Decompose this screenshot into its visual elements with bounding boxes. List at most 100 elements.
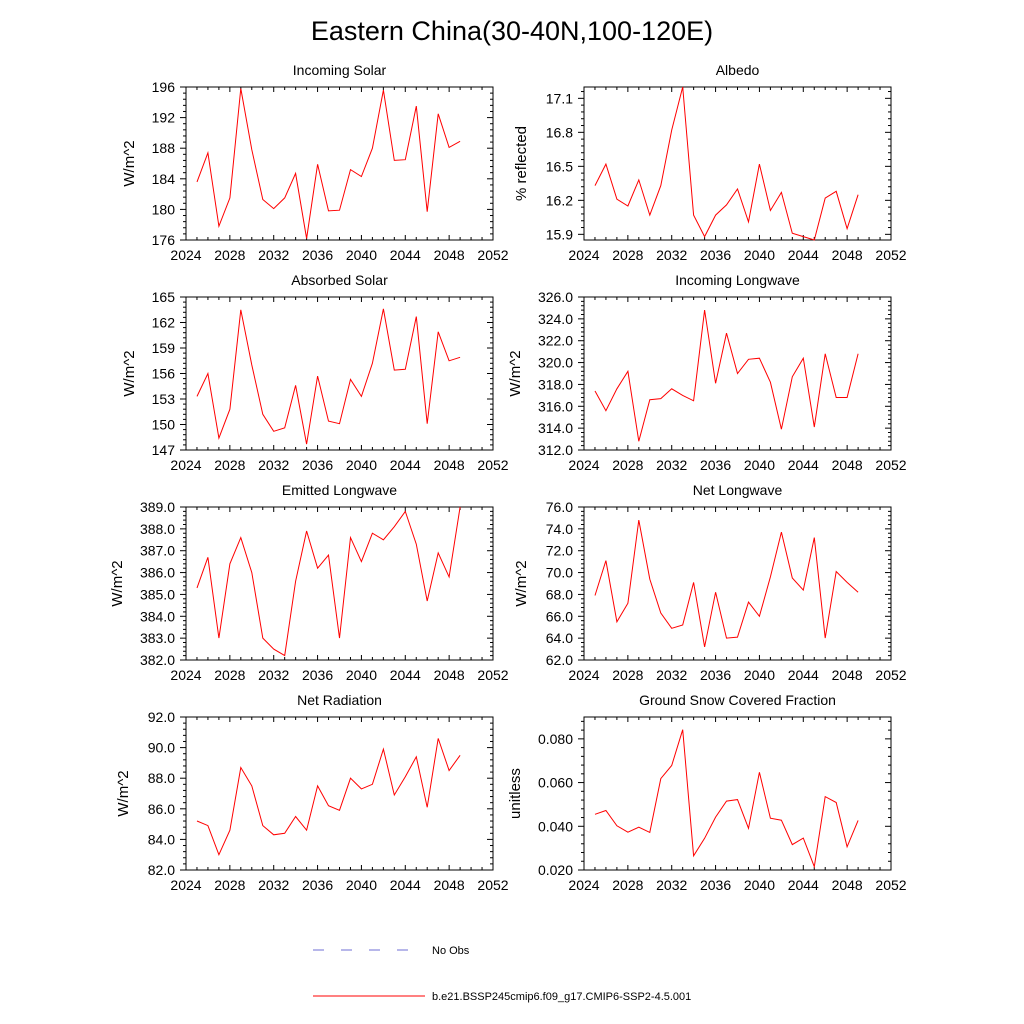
- y-tick-label: 387.0: [140, 543, 175, 559]
- series-line: [594, 310, 859, 442]
- y-axis-label: W/m^2: [121, 350, 138, 396]
- y-tick-label: 326.0: [538, 289, 573, 305]
- y-tick-label: 66.0: [546, 608, 573, 624]
- x-tick-label: 2044: [788, 457, 819, 473]
- y-axis-label: unitless: [507, 768, 524, 819]
- x-tick-label: 2044: [390, 247, 421, 263]
- x-tick-label: 2036: [700, 667, 731, 683]
- plot-frame: [185, 296, 494, 451]
- x-tick-label: 2024: [170, 247, 201, 263]
- x-tick-label: 2028: [214, 247, 245, 263]
- y-tick-label: 0.080: [538, 731, 573, 747]
- series-line: [196, 308, 461, 445]
- x-tick-label: 2040: [744, 457, 775, 473]
- chart-title: Ground Snow Covered Fraction: [639, 692, 836, 708]
- chart-title: Net Longwave: [693, 482, 783, 498]
- x-tick-label: 2040: [346, 667, 377, 683]
- chart-panel: Emitted Longwave 2024 2028 2032 2036 2040 2044…: [109, 482, 509, 683]
- y-tick-label: 382.0: [140, 652, 175, 668]
- y-tick-label: 15.9: [546, 226, 573, 242]
- x-tick-label: 2052: [875, 247, 906, 263]
- x-tick-label: 2044: [390, 877, 421, 893]
- y-tick-label: 16.5: [546, 158, 573, 174]
- x-tick-label: 2032: [258, 667, 289, 683]
- x-tick-label: 2028: [214, 457, 245, 473]
- x-tick-label: 2032: [258, 457, 289, 473]
- panel-grid: Incoming Solar 2024 2028 2032 2036 2040 2044 20…: [109, 62, 907, 893]
- x-tick-label: 2028: [214, 667, 245, 683]
- y-tick-label: 196: [152, 79, 176, 95]
- y-tick-label: 184: [152, 171, 176, 187]
- series-line: [594, 729, 859, 869]
- chart-panel: Net Radiation 2024 2028 2032 2036 2040 2044 204…: [115, 692, 509, 893]
- chart-title: Incoming Longwave: [675, 272, 800, 288]
- y-tick-label: 322.0: [538, 333, 573, 349]
- y-tick-label: 76.0: [546, 499, 573, 515]
- y-tick-label: 314.0: [538, 420, 573, 436]
- y-tick-label: 320.0: [538, 355, 573, 371]
- y-axis-label: W/m^2: [115, 770, 132, 816]
- y-tick-label: 0.040: [538, 818, 573, 834]
- y-tick-label: 86.0: [148, 801, 175, 817]
- x-tick-label: 2028: [612, 667, 643, 683]
- x-tick-label: 2028: [612, 247, 643, 263]
- y-tick-label: 384.0: [140, 608, 175, 624]
- y-tick-label: 150: [152, 417, 176, 433]
- y-tick-label: 192: [152, 110, 176, 126]
- series-line: [594, 520, 859, 647]
- chart-panel: Ground Snow Covered Fraction 2024 2028 2032…: [507, 692, 907, 893]
- chart-panel: Net Longwave 2024 2028 2032 2036 2040 2044 2048…: [513, 482, 907, 683]
- x-tick-label: 2052: [875, 877, 906, 893]
- y-axis-label: W/m^2: [513, 560, 530, 606]
- x-tick-label: 2024: [568, 247, 599, 263]
- x-tick-label: 2032: [258, 877, 289, 893]
- chart-panel: Incoming Solar 2024 2028 2032 2036 2040 2044 20…: [121, 62, 509, 263]
- x-tick-label: 2032: [656, 457, 687, 473]
- x-tick-label: 2052: [477, 247, 508, 263]
- y-tick-label: 16.8: [546, 124, 573, 140]
- x-tick-label: 2024: [568, 877, 599, 893]
- y-tick-label: 62.0: [546, 652, 573, 668]
- figure-title: Eastern China(30-40N,100-120E): [311, 16, 713, 46]
- x-tick-label: 2048: [832, 457, 863, 473]
- y-tick-label: 68.0: [546, 586, 573, 602]
- x-tick-label: 2044: [788, 247, 819, 263]
- x-tick-label: 2024: [568, 667, 599, 683]
- y-tick-label: 389.0: [140, 499, 175, 515]
- x-tick-label: 2044: [788, 667, 819, 683]
- x-tick-label: 2036: [700, 877, 731, 893]
- x-tick-label: 2048: [832, 667, 863, 683]
- y-tick-label: 64.0: [546, 630, 573, 646]
- x-tick-label: 2028: [612, 457, 643, 473]
- y-axis-label: W/m^2: [109, 560, 126, 606]
- chart-panel: Absorbed Solar 2024 2028 2032 2036 2040 2044 20…: [121, 272, 509, 473]
- y-tick-label: 159: [152, 340, 176, 356]
- chart-title: Incoming Solar: [293, 62, 387, 78]
- y-tick-label: 17.1: [546, 90, 573, 106]
- y-tick-label: 162: [152, 315, 176, 331]
- x-tick-label: 2048: [434, 247, 465, 263]
- x-tick-label: 2036: [700, 457, 731, 473]
- series-line: [196, 506, 461, 657]
- legend: No Obs b.e21.BSSP245cmip6.f09_g17.CMIP6-…: [313, 945, 691, 1003]
- x-tick-label: 2048: [832, 247, 863, 263]
- plot-frame: [185, 716, 494, 871]
- x-tick-label: 2044: [390, 457, 421, 473]
- x-tick-label: 2040: [346, 877, 377, 893]
- chart-title: Emitted Longwave: [282, 482, 397, 498]
- x-tick-label: 2044: [788, 877, 819, 893]
- x-tick-label: 2040: [744, 247, 775, 263]
- y-tick-label: 318.0: [538, 376, 573, 392]
- y-tick-label: 312.0: [538, 442, 573, 458]
- x-tick-label: 2024: [170, 877, 201, 893]
- y-tick-label: 74.0: [546, 521, 573, 537]
- x-tick-label: 2052: [477, 667, 508, 683]
- x-tick-label: 2048: [434, 877, 465, 893]
- x-tick-label: 2032: [656, 667, 687, 683]
- legend-obs-label: No Obs: [432, 945, 470, 957]
- y-tick-label: 385.0: [140, 586, 175, 602]
- chart-title: Net Radiation: [297, 692, 382, 708]
- x-tick-label: 2036: [302, 247, 333, 263]
- series-line: [196, 88, 461, 239]
